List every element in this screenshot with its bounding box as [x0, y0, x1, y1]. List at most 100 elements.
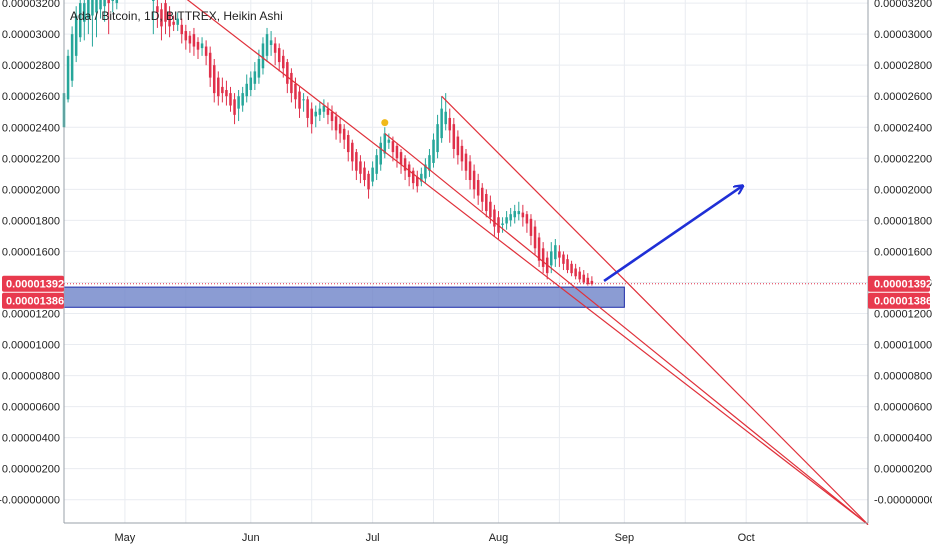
candle-body: [452, 124, 456, 149]
y-tick-label-left: 0.00002800: [2, 60, 60, 72]
candle-body: [180, 24, 184, 35]
candle-body: [517, 211, 521, 215]
x-tick-label: Oct: [738, 532, 755, 544]
candle-body: [403, 158, 407, 171]
candle-body: [550, 251, 553, 266]
candle-body: [387, 139, 391, 143]
trendline: [384, 132, 869, 526]
candle-body: [351, 142, 354, 162]
y-tick-label-left: 0.00003200: [2, 0, 60, 10]
trendline: [441, 95, 869, 525]
candle-body: [513, 211, 516, 218]
candle-body: [273, 43, 277, 53]
y-tick-label-left: 0.00000600: [2, 402, 60, 414]
candle-body: [192, 34, 196, 47]
price-tag-last: [868, 275, 930, 292]
candle-body: [558, 251, 561, 258]
candle-body: [363, 167, 366, 181]
candle-body: [554, 245, 557, 260]
y-tick-label-right: 0.00002800: [874, 60, 932, 72]
candle-body: [464, 153, 468, 171]
x-tick-label: Aug: [489, 532, 509, 544]
candle-body: [225, 90, 228, 97]
y-tick-label-right: -0.00000000: [874, 495, 932, 507]
candle-body: [95, 0, 98, 13]
candle-body: [533, 226, 537, 249]
candle-body: [480, 187, 484, 202]
candle-body: [164, 3, 167, 22]
price-tag-label: 0.00001386: [874, 296, 932, 308]
candle-body: [282, 55, 285, 69]
candle-body: [456, 136, 460, 156]
candle-body: [489, 201, 492, 218]
zone-layer: [63, 286, 625, 308]
candle-body: [229, 93, 232, 106]
y-tick-label-right: 0.00002600: [874, 91, 932, 103]
candle-body: [99, 0, 102, 10]
candle-body: [306, 99, 309, 118]
candle-body: [493, 209, 496, 227]
dividend-marker-icon: [381, 119, 389, 127]
candle-body: [318, 108, 322, 115]
candle-body: [334, 116, 338, 131]
candle-body: [78, 3, 82, 38]
y-tick-label-right: 0.00002200: [874, 153, 932, 165]
price-tag-prev: [2, 292, 64, 309]
candle-body: [355, 152, 358, 171]
candle-body: [338, 124, 342, 134]
candle-body: [326, 108, 330, 115]
candle-body: [342, 128, 346, 140]
candle-body: [290, 72, 293, 94]
candle-body: [566, 259, 569, 271]
candle-body: [411, 170, 415, 184]
candle-body: [509, 214, 512, 221]
candle-body: [298, 91, 301, 109]
y-tick-label-left: 0.00000400: [2, 433, 60, 445]
y-tick-label-left: 0.00001200: [2, 308, 60, 320]
candle-body: [330, 111, 334, 122]
candle-body: [176, 18, 179, 25]
candle-body: [476, 180, 480, 196]
candle-body: [367, 173, 370, 190]
y-tick-label-right: 0.00000600: [874, 402, 932, 414]
candle-body: [375, 155, 378, 174]
candle-body: [424, 164, 427, 179]
support-zone: [63, 286, 625, 308]
y-tick-label-left: 0.00001600: [2, 246, 60, 258]
candle-body: [448, 117, 452, 131]
candles: [62, 0, 594, 286]
y-tick-label-left: 0.00000200: [2, 464, 60, 476]
y-tick-label-left: 0.00002400: [2, 122, 60, 134]
candle-body: [87, 0, 90, 19]
candle-body: [460, 145, 464, 162]
candle-body: [253, 71, 257, 84]
candle-body: [188, 35, 192, 44]
candle-body: [74, 15, 78, 56]
y-tick-label-right: 0.00002400: [874, 122, 932, 134]
candle-body: [444, 111, 447, 125]
candle-body: [241, 93, 244, 106]
x-tick-label: May: [115, 532, 136, 544]
candle-body: [172, 21, 175, 25]
price-tag-label: 0.00001392: [6, 279, 64, 291]
price-tag-last: [2, 275, 64, 292]
candle-body: [574, 268, 577, 277]
candle-body: [261, 43, 265, 69]
candle-body: [359, 161, 362, 174]
candle-body: [485, 193, 488, 212]
candle-body: [265, 34, 269, 56]
candle-body: [257, 58, 261, 78]
candle-body: [505, 217, 508, 224]
candle-body: [310, 108, 313, 125]
candle-body: [590, 280, 594, 285]
candle-body: [217, 77, 220, 97]
candle-body: [432, 139, 435, 163]
candle-body: [314, 111, 318, 117]
candle-body: [168, 12, 171, 27]
y-tick-label-right: 0.00001200: [874, 308, 932, 320]
price-tags: 0.00001392 0.00001392 0.00001386 0.00001386: [2, 275, 932, 309]
